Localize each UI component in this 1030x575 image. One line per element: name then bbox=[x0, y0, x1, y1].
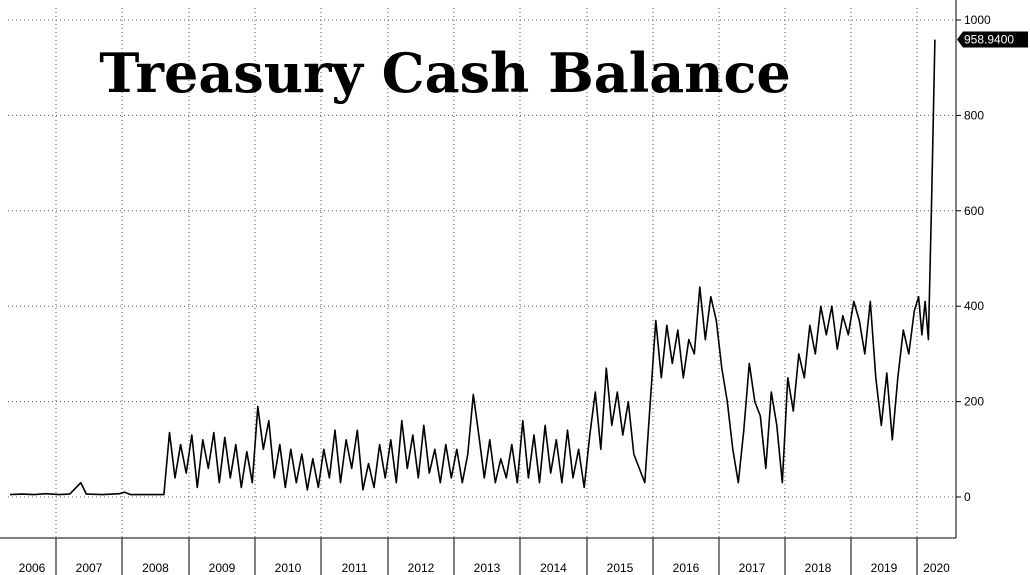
x-tick-label: 2013 bbox=[474, 561, 501, 575]
x-tick-label: 2017 bbox=[739, 561, 766, 575]
grid bbox=[8, 8, 956, 538]
x-tick-label: 2008 bbox=[142, 561, 169, 575]
y-tick-label: 200 bbox=[964, 395, 984, 409]
last-value-badge: 958.9400 bbox=[957, 31, 1028, 48]
x-tick-label: 2020 bbox=[923, 561, 950, 575]
x-tick-label: 2012 bbox=[408, 561, 435, 575]
last-value-box bbox=[957, 31, 1028, 48]
y-tick-label: 400 bbox=[964, 299, 984, 313]
x-tick-label: 2018 bbox=[805, 561, 832, 575]
x-tick-label: 2016 bbox=[673, 561, 700, 575]
chart-title: Treasury Cash Balance bbox=[99, 41, 790, 105]
x-tick-label: 2015 bbox=[607, 561, 634, 575]
y-tick-label: 800 bbox=[964, 108, 984, 122]
series-line-path bbox=[9, 39, 936, 496]
series-line bbox=[9, 39, 936, 496]
y-tick-label: 0 bbox=[964, 490, 971, 504]
y-tick-label: 600 bbox=[964, 204, 984, 218]
y-axis: 0 200 400 600 800 1000 bbox=[956, 13, 991, 504]
last-value-label: 958.9400 bbox=[964, 33, 1014, 47]
x-tick-label: 2006 bbox=[19, 561, 46, 575]
x-tick-label: 2007 bbox=[76, 561, 103, 575]
y-tick-label: 1000 bbox=[964, 13, 991, 27]
x-tick-label: 2010 bbox=[275, 561, 302, 575]
plot-border bbox=[0, 0, 957, 539]
x-tick-label: 2011 bbox=[342, 561, 368, 575]
x-tick-label: 2014 bbox=[540, 561, 567, 575]
x-axis: 2006 2007 2008 2009 2010 2011 2012 2013 2014 2015… bbox=[19, 538, 950, 575]
x-tick-label: 2019 bbox=[871, 561, 898, 575]
x-tick-label: 2009 bbox=[209, 561, 236, 575]
